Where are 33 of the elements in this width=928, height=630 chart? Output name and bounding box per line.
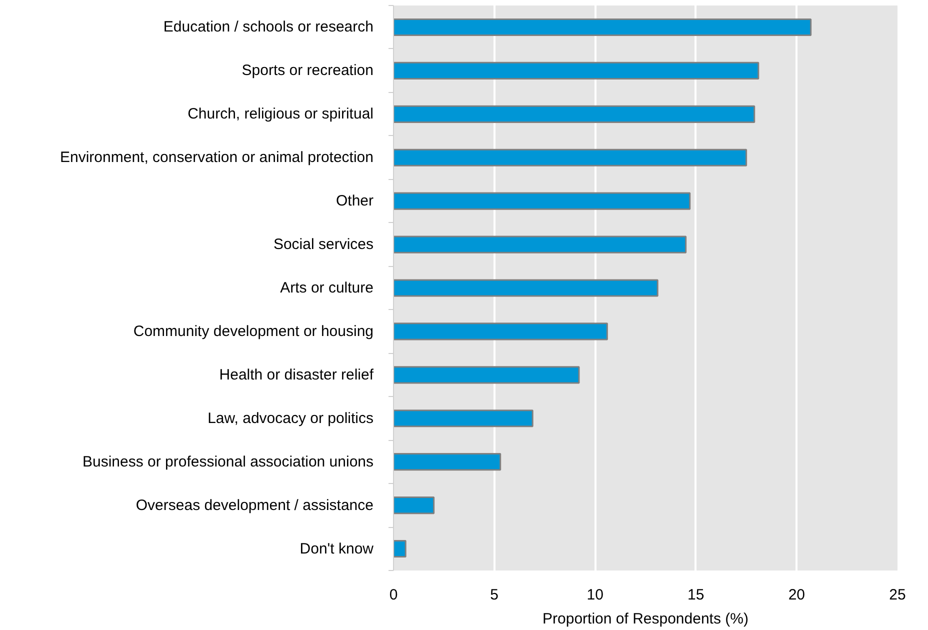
bar	[394, 192, 691, 210]
y-tick-label: Business or professional association unions	[82, 453, 374, 470]
y-tick-label: Environment, conservation or animal protection	[60, 149, 374, 166]
y-tick-label: Social services	[273, 236, 374, 254]
bar	[394, 366, 580, 384]
x-tick-label: 0	[389, 586, 398, 604]
bar	[394, 540, 406, 558]
bar	[394, 496, 435, 514]
y-tick-label: Law, advocacy or politics	[208, 410, 374, 427]
x-tick-label: 25	[889, 586, 906, 604]
y-tick-label: Sports or recreation	[242, 62, 374, 80]
bar	[394, 322, 608, 340]
y-tick-label: Arts or culture	[280, 280, 374, 296]
bar	[394, 236, 687, 254]
bar	[394, 62, 760, 80]
x-tick-label: 15	[688, 586, 704, 604]
bar	[394, 453, 502, 471]
bar	[394, 105, 756, 123]
y-tick-label: Education / schools or research	[163, 18, 374, 36]
x-tick-label: 20	[788, 586, 806, 604]
y-tick-label: Overseas development / assistance	[136, 496, 374, 514]
y-tick-label: Community development or housing	[133, 322, 374, 340]
y-tick-label: Other	[336, 192, 374, 210]
bar	[394, 18, 812, 36]
y-tick-label: Don't know	[300, 540, 374, 558]
x-tick-label: 5	[490, 586, 498, 604]
bar	[394, 410, 534, 428]
y-tick-label: Health or disaster relief	[219, 366, 374, 384]
bar	[394, 148, 748, 166]
bar	[394, 279, 658, 297]
x-axis-title: Proportion of Respondents (%)	[542, 610, 748, 628]
y-tick-label: Church, religious or spiritual	[188, 106, 374, 123]
x-tick-label: 10	[586, 586, 604, 604]
